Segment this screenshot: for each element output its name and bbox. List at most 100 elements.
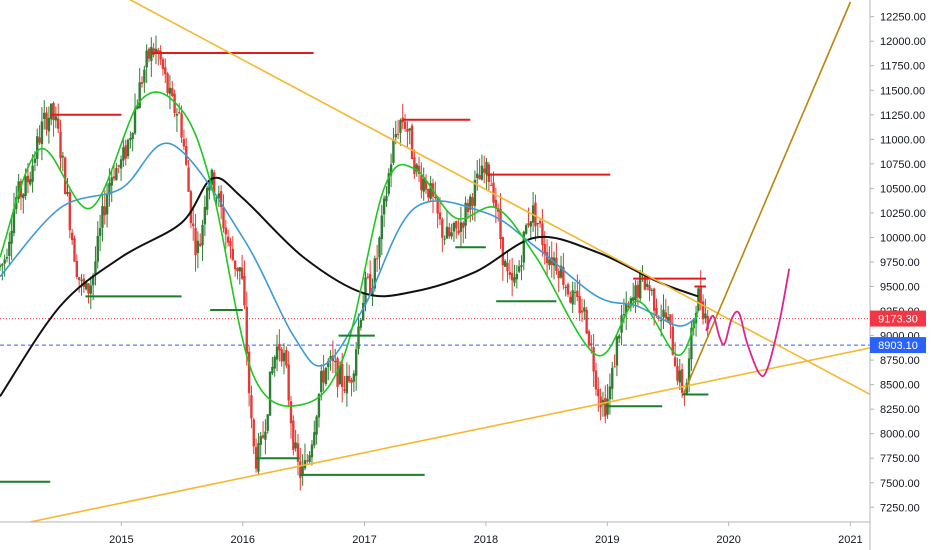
candle-body-75 bbox=[173, 93, 176, 114]
candle-body-192 bbox=[445, 226, 449, 239]
y-tick-label-13: 10500.00 bbox=[880, 183, 926, 195]
candle-body-134 bbox=[310, 444, 314, 458]
candle-body-158 bbox=[366, 276, 370, 278]
candle-body-88 bbox=[203, 206, 207, 225]
candle-body-269 bbox=[625, 303, 628, 314]
y-tick-label-19: 12000.00 bbox=[880, 36, 926, 48]
candle-body-126 bbox=[292, 420, 295, 451]
candle-body-251 bbox=[583, 307, 586, 312]
candle-body-132 bbox=[306, 460, 309, 462]
y-tick-label-14: 10750.00 bbox=[880, 159, 926, 171]
candle-body-302 bbox=[701, 301, 705, 320]
candle-body-35 bbox=[80, 279, 83, 281]
candle-body-146 bbox=[338, 365, 342, 385]
candle-body-193 bbox=[448, 227, 451, 237]
candle-body-45 bbox=[103, 206, 106, 216]
candle-body-99 bbox=[229, 241, 232, 247]
candle-body-22 bbox=[50, 103, 53, 120]
candle-body-142 bbox=[329, 356, 332, 360]
candle-body-215 bbox=[499, 208, 502, 240]
candle-body-216 bbox=[501, 237, 505, 266]
candle-body-147 bbox=[341, 364, 344, 387]
candle-body-58 bbox=[133, 108, 137, 134]
candle-body-222 bbox=[515, 273, 519, 280]
candle-body-38 bbox=[87, 283, 90, 294]
candle-body-291 bbox=[676, 365, 679, 381]
candle-body-115 bbox=[266, 414, 269, 431]
candle-body-117 bbox=[271, 366, 274, 374]
candle-body-292 bbox=[678, 370, 681, 383]
candle-body-136 bbox=[315, 416, 318, 435]
candle-body-130 bbox=[301, 465, 304, 476]
candle-body-116 bbox=[268, 371, 272, 416]
candle-body-39 bbox=[89, 285, 92, 294]
candle-body-198 bbox=[459, 222, 463, 232]
candle-body-207 bbox=[480, 165, 484, 180]
candle-body-178 bbox=[413, 157, 416, 175]
candle-body-227 bbox=[527, 223, 530, 226]
candle-body-27 bbox=[61, 155, 65, 158]
candle-body-148 bbox=[343, 389, 346, 391]
y-tick-label-10: 9750.00 bbox=[880, 257, 920, 269]
candle-body-95 bbox=[219, 191, 223, 208]
candle-body-199 bbox=[462, 222, 465, 228]
candle-body-162 bbox=[375, 258, 379, 260]
candle-body-170 bbox=[394, 134, 397, 138]
candles bbox=[0, 35, 709, 491]
candle-body-97 bbox=[224, 227, 228, 235]
candle-body-33 bbox=[75, 260, 79, 278]
candle-body-84 bbox=[194, 228, 197, 256]
candle-body-25 bbox=[56, 118, 60, 129]
candle-body-152 bbox=[352, 373, 356, 382]
price-levels bbox=[0, 318, 870, 346]
candle-body-125 bbox=[289, 401, 293, 424]
candle-body-272 bbox=[632, 297, 635, 301]
x-tick-label-4: 2019 bbox=[595, 534, 619, 546]
candle-body-135 bbox=[313, 432, 316, 446]
candle-body-266 bbox=[618, 335, 621, 339]
candle-body-20 bbox=[45, 112, 48, 130]
candle-body-231 bbox=[536, 223, 539, 225]
candle-body-180 bbox=[417, 165, 421, 174]
x-tick-label-3: 2018 bbox=[474, 534, 498, 546]
candle-body-177 bbox=[410, 125, 414, 160]
candle-body-155 bbox=[359, 319, 363, 328]
candle-body-91 bbox=[210, 169, 214, 185]
y-tick-label-3: 8000.00 bbox=[880, 429, 920, 441]
candle-body-255 bbox=[592, 347, 595, 372]
candle-body-280 bbox=[650, 289, 654, 291]
candle-body-122 bbox=[282, 352, 286, 362]
candle-body-19 bbox=[43, 112, 46, 119]
candle-body-73 bbox=[168, 87, 172, 94]
candle-body-77 bbox=[178, 112, 181, 114]
candle-body-224 bbox=[520, 265, 523, 267]
candle-body-64 bbox=[147, 48, 151, 59]
candle-body-160 bbox=[371, 288, 374, 296]
candle-body-300 bbox=[697, 288, 700, 311]
candle-body-230 bbox=[534, 202, 537, 227]
candle-body-68 bbox=[157, 50, 160, 54]
y-tick-label-18: 11750.00 bbox=[880, 61, 925, 73]
candle-body-17 bbox=[38, 137, 41, 143]
x-tick-label-2: 2017 bbox=[352, 534, 376, 546]
candle-body-281 bbox=[652, 288, 656, 311]
candle-body-6 bbox=[12, 208, 16, 234]
candle-body-70 bbox=[161, 59, 165, 70]
candle-body-43 bbox=[98, 228, 102, 236]
x-tick-label-5: 2020 bbox=[716, 534, 740, 546]
candle-body-290 bbox=[673, 357, 677, 367]
candle-body-72 bbox=[166, 73, 169, 94]
candle-body-87 bbox=[201, 224, 204, 246]
candle-body-101 bbox=[233, 260, 237, 270]
candle-body-127 bbox=[294, 442, 297, 449]
candle-body-103 bbox=[238, 267, 241, 272]
candle-body-150 bbox=[347, 375, 351, 382]
candle-body-106 bbox=[245, 306, 248, 354]
candle-body-151 bbox=[350, 380, 353, 383]
candle-body-225 bbox=[522, 231, 525, 263]
candle-body-100 bbox=[231, 248, 234, 260]
candle-body-105 bbox=[243, 275, 246, 306]
candle-body-138 bbox=[320, 371, 323, 393]
candle-body-203 bbox=[471, 197, 474, 206]
